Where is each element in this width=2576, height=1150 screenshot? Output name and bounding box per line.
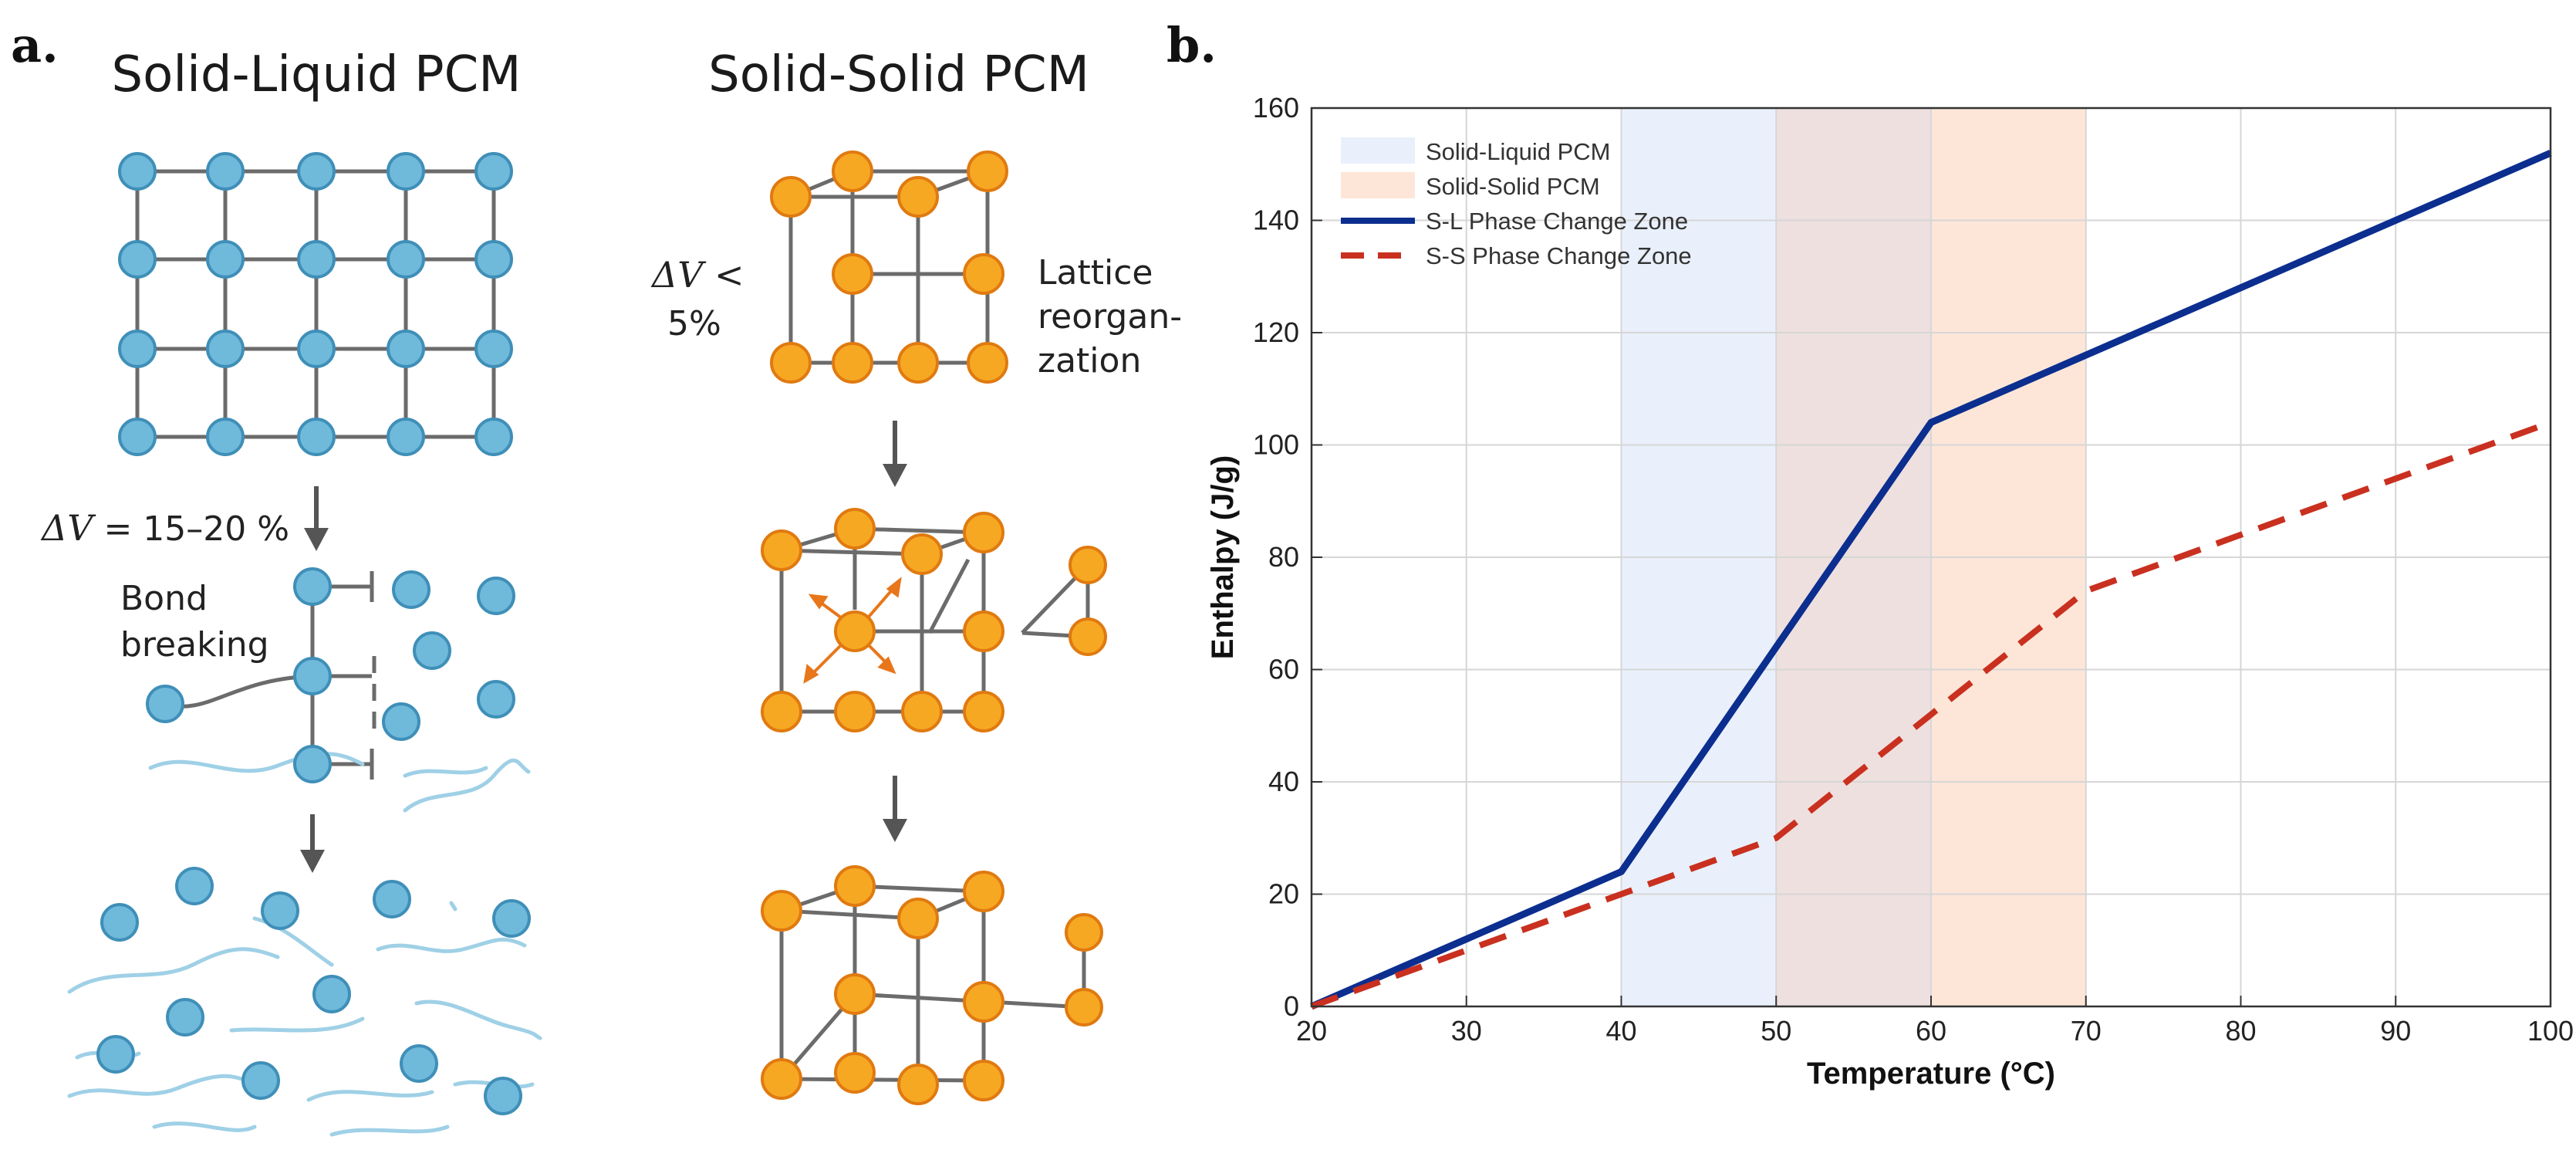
legend-label-3: S-L Phase Change Zone xyxy=(1426,208,1688,235)
panel-b: b. 20 30 40 50 60 70 80 90 100020406080100120140… xyxy=(1166,17,2574,1091)
sl-ordered-lattice xyxy=(135,169,496,439)
x-tick-label-70: 70 xyxy=(2071,1015,2102,1047)
plot-frame xyxy=(1310,107,2552,1008)
y-tick-label-20: 20 xyxy=(1268,878,1299,910)
y-tick-label-60: 60 xyxy=(1268,654,1299,685)
sl-ordered-atoms xyxy=(118,152,513,456)
legend-label-2: Solid-Solid PCM xyxy=(1426,173,1600,200)
bond-breaking-label-1: Bond xyxy=(120,579,208,618)
legend-label-1: Solid-Liquid PCM xyxy=(1426,138,1611,165)
lattice-label-3: zation xyxy=(1038,341,1141,381)
y-axis-title: Enthalpy (J/g) xyxy=(1206,455,1240,659)
x-tick-label-90: 90 xyxy=(2380,1015,2411,1047)
y-tick-label-100: 100 xyxy=(1253,429,1299,461)
y-tick-label-40: 40 xyxy=(1268,766,1299,797)
ss-crystal-1-atoms xyxy=(770,151,1008,384)
x-tick-label-20: 20 xyxy=(1296,1015,1327,1047)
sl-liquid-waves xyxy=(67,901,542,1137)
ss-volume-change-2: 5% xyxy=(667,304,721,343)
ss-arrow-1 xyxy=(883,421,907,487)
lattice-label-2: reorgan- xyxy=(1038,297,1182,337)
solid-liquid-heading: Solid-Liquid PCM xyxy=(112,46,522,103)
x-tick-label-50: 50 xyxy=(1761,1015,1791,1047)
x-tick-label-40: 40 xyxy=(1605,1015,1636,1047)
panel-b-letter: b. xyxy=(1166,17,1217,73)
panel-a: a. Solid-Liquid PCM Solid-Solid PCM xyxy=(11,17,1182,1137)
lattice-label-1: Lattice xyxy=(1038,253,1153,293)
series-line-1 xyxy=(1310,150,2552,1010)
ss-crystal-3-atoms xyxy=(761,865,1103,1105)
ss-volume-change-1: ΔV < xyxy=(650,254,744,296)
solid-solid-heading: Solid-Solid PCM xyxy=(708,46,1089,103)
sl-volume-change: ΔV = 15–20 % xyxy=(40,507,289,549)
panel-a-letter: a. xyxy=(11,17,59,73)
bond-breaking-label-2: breaking xyxy=(120,625,269,665)
ss-migration-arrows xyxy=(803,577,902,684)
y-tick-label-80: 80 xyxy=(1268,541,1299,573)
y-tick-label-0: 0 xyxy=(1284,990,1299,1022)
y-tick-label-120: 120 xyxy=(1253,316,1299,348)
y-tick-label-160: 160 xyxy=(1253,92,1299,123)
ss-crystal-2-atoms xyxy=(761,508,1107,732)
x-tick-label-100: 100 xyxy=(2527,1015,2574,1047)
sl-liquid-atoms xyxy=(96,867,531,1115)
ss-arrow-2 xyxy=(883,776,907,842)
x-axis-title: Temperature (°C) xyxy=(1807,1057,2055,1091)
x-tick-label-30: 30 xyxy=(1451,1015,1482,1047)
sl-wave-strands-1 xyxy=(148,752,531,813)
legend-swatch-1 xyxy=(1341,137,1415,164)
legend-swatch-2 xyxy=(1341,172,1415,198)
legend-label-4: S-S Phase Change Zone xyxy=(1426,242,1692,269)
sl-breaking-atoms xyxy=(146,567,515,783)
ss-crystal-1-bonds xyxy=(788,169,990,365)
enthalpy-chart: 20 30 40 50 60 70 80 90 100020406080100120140160… xyxy=(1206,92,2574,1091)
sl-arrow-1 xyxy=(304,486,329,551)
x-tick-label-80: 80 xyxy=(2225,1015,2256,1047)
x-tick-label-60: 60 xyxy=(1916,1015,1946,1047)
y-tick-label-140: 140 xyxy=(1253,205,1299,236)
sl-arrow-2 xyxy=(300,814,325,873)
